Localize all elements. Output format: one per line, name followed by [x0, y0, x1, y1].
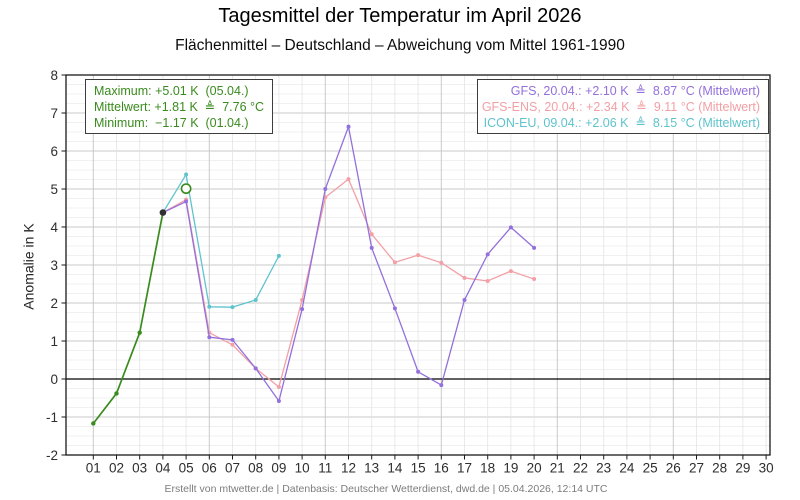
x-tick-label: 04 [155, 461, 171, 476]
series-beobachtung [91, 210, 166, 426]
x-tick-label: 02 [109, 461, 124, 476]
x-axis-ticks: 01 02 03 04 05 06 07 08 09 10 11 12 13 14 15 16 17 18 19 20… [86, 455, 774, 476]
y-tick-label: 0 [50, 372, 58, 387]
forecast-legend-box: GFS, 20.04.: +2.10 K ≜ 8.87 °C (Mittelwe… [477, 79, 769, 134]
y-tick-label: 7 [50, 106, 58, 121]
y-tick-label: 1 [50, 334, 58, 349]
x-tick-label: 19 [503, 461, 518, 476]
stats-maximum-line: Maximum: +5.01 K (05.04.) [94, 84, 249, 98]
x-tick-label: 29 [735, 461, 750, 476]
x-tick-label: 18 [480, 461, 495, 476]
y-tick-label: 6 [50, 144, 58, 159]
last-observation-marker [159, 209, 167, 216]
y-tick-label: 4 [50, 220, 58, 235]
legend-icon-eu-line: ICON-EU, 09.04.: +2.06 K ≜ 8.15 °C (Mitt… [483, 116, 760, 131]
x-tick-label: 03 [132, 461, 147, 476]
chart-subtitle: Flächenmittel – Deutschland – Abweichung… [175, 37, 625, 54]
stats-mean-line: Mittelwert: +1.81 K ≜ 7.76 °C [94, 100, 265, 115]
x-tick-label: 25 [643, 461, 658, 476]
x-tick-label: 28 [712, 461, 727, 476]
x-tick-label: 15 [411, 461, 426, 476]
y-tick-label: 5 [50, 182, 58, 197]
y-tick-label: -1 [46, 410, 58, 425]
gridlines [66, 74, 770, 456]
legend-gfs-ens-line: GFS-ENS, 20.04.: +2.34 K ≜ 9.11 °C (Mitt… [481, 100, 760, 115]
series-icon-eu [160, 172, 281, 310]
x-tick-label: 08 [248, 461, 263, 476]
series-gfs [160, 124, 537, 404]
y-axis-ticks: 8 7 6 5 4 3 2 1 0 -1 -2 [46, 68, 66, 463]
x-tick-label: 21 [550, 461, 565, 476]
x-tick-label: 14 [387, 461, 403, 476]
y-tick-label: -2 [46, 448, 58, 463]
x-tick-label: 27 [689, 461, 704, 476]
y-tick-label: 3 [50, 258, 58, 273]
x-tick-label: 09 [271, 461, 286, 476]
x-tick-label: 17 [457, 461, 472, 476]
x-tick-label: 13 [364, 461, 379, 476]
stats-minimum-line: Minimum: −1.17 K (01.04.) [94, 116, 249, 131]
stats-legend-box: Maximum: +5.01 K (05.04.) Mittelwert: +1… [85, 79, 273, 134]
chart-title: Tagesmittel der Temperatur im April 2026 [218, 5, 582, 27]
x-tick-label: 05 [179, 461, 194, 476]
x-tick-label: 22 [573, 461, 588, 476]
x-tick-label: 30 [759, 461, 774, 476]
x-tick-label: 10 [295, 461, 310, 476]
x-tick-label: 11 [318, 461, 332, 476]
x-tick-label: 01 [86, 461, 101, 476]
open-circle-marker [180, 183, 192, 195]
x-tick-label: 06 [202, 461, 217, 476]
y-tick-label: 2 [50, 296, 58, 311]
legend-gfs-line: GFS, 20.04.: +2.10 K ≜ 8.87 °C (Mittelwe… [510, 84, 760, 98]
x-tick-label: 20 [527, 461, 542, 476]
x-tick-label: 12 [341, 461, 356, 476]
y-tick-label: 8 [50, 68, 58, 83]
attribution-footer: Erstellt von mtwetter.de | Datenbasis: D… [164, 483, 608, 495]
x-tick-label: 07 [225, 461, 240, 476]
x-tick-label: 23 [596, 461, 611, 476]
x-tick-label: 16 [434, 461, 449, 476]
x-tick-label: 26 [666, 461, 681, 476]
x-tick-label: 24 [619, 461, 635, 476]
